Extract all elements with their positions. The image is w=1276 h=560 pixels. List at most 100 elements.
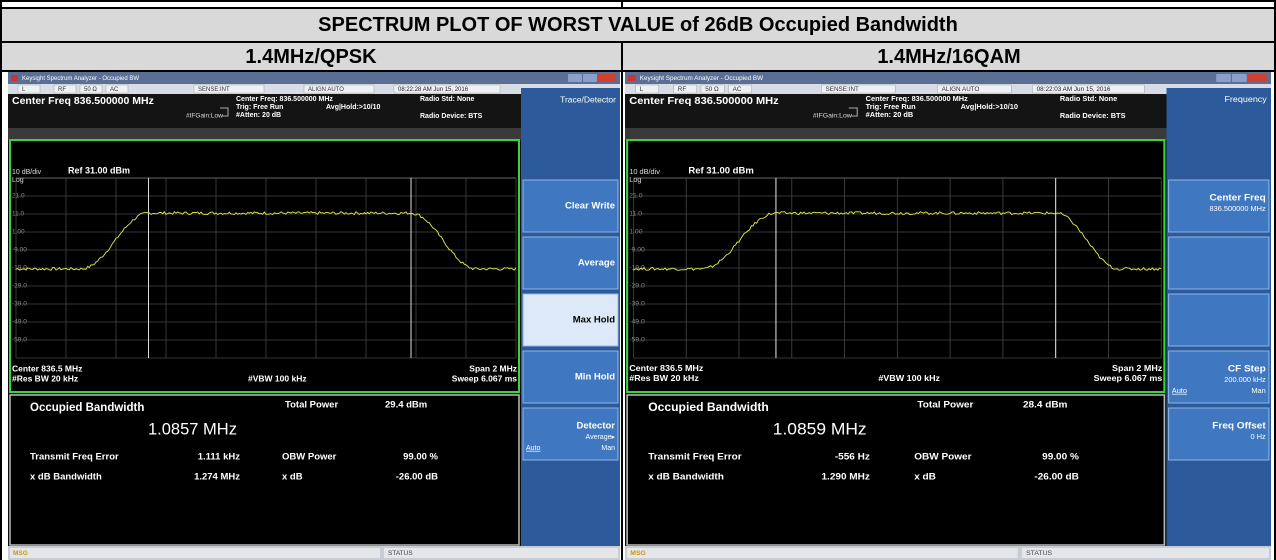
maximize-button[interactable]	[1231, 74, 1247, 82]
connector-icon	[848, 107, 858, 117]
border	[0, 0, 2, 560]
softkey[interactable]	[522, 350, 619, 404]
status-box	[1021, 548, 1269, 558]
y-axis-label: 11.0	[12, 211, 25, 218]
timestamp-box	[1032, 84, 1145, 94]
result-value: -26.00 dB	[1034, 472, 1079, 483]
result-label: x dB	[914, 472, 936, 483]
softkey-title: Frequency	[1224, 94, 1267, 104]
softkey-label: Min Hold	[575, 372, 615, 383]
y-axis-label: 1.00	[12, 229, 25, 236]
plot-res-bw: #Res BW 20 kHz	[629, 373, 699, 383]
setting: Avg|Hold:>10/10	[961, 102, 1018, 111]
plot-scale: 10 dB/div	[12, 169, 42, 176]
y-axis-label: 1.00	[629, 229, 643, 236]
y-axis-label: -9.00	[12, 247, 27, 254]
status-box	[303, 84, 375, 94]
timestamp: 08:22:28 AM Jun 15, 2016	[398, 87, 469, 93]
softkey[interactable]	[1168, 236, 1270, 290]
softkey-label: Freq Offset	[1212, 421, 1266, 432]
result-value: -26.00 dB	[396, 472, 438, 483]
result-value: 99.00 %	[403, 452, 438, 463]
setting: Avg|Hold:>10/10	[326, 104, 381, 111]
softkey-option: Man	[601, 445, 615, 452]
y-axis-label: 21.0	[12, 193, 25, 200]
plot-log: Log	[12, 177, 24, 184]
softkey[interactable]	[522, 407, 619, 461]
setting: #Atten: 20 dB	[236, 112, 281, 119]
column-header: 1.4MHz/QPSK	[0, 42, 622, 72]
minimize-button[interactable]	[568, 74, 582, 82]
results-panel	[626, 394, 1166, 546]
plot-ref: Ref 31.00 dBm	[688, 166, 753, 176]
status-item: RF	[58, 87, 66, 93]
result-value: 99.00 %	[1042, 452, 1079, 463]
result-label: x dB Bandwidth	[648, 472, 724, 483]
softkey-sub: 0 Hz	[1251, 432, 1267, 441]
status-box	[635, 84, 660, 94]
result-value: 29.4 dBm	[385, 400, 427, 411]
setting: Center Freq: 836.500000 MHz	[866, 94, 969, 103]
plot-vbw: #VBW 100 kHz	[248, 373, 307, 383]
maximize-button[interactable]	[583, 74, 597, 82]
softkey[interactable]	[1168, 407, 1270, 461]
plot-log: Log	[629, 175, 641, 184]
softkey[interactable]	[522, 236, 619, 290]
softkey-label: Average	[578, 258, 615, 269]
result-value: 1.274 MHz	[194, 472, 240, 483]
spectrum-trace	[633, 211, 1162, 271]
y-axis-label: -29.0	[629, 283, 645, 290]
status-box	[700, 84, 725, 94]
softkey[interactable]	[1168, 350, 1270, 404]
status-item: L	[22, 87, 26, 93]
softkey[interactable]	[522, 293, 619, 347]
softkey[interactable]	[1168, 293, 1270, 347]
header	[8, 94, 521, 128]
status-item: RF	[678, 86, 687, 93]
plot-sweep: Sweep 6.067 ms	[452, 373, 517, 383]
softkey[interactable]	[1168, 179, 1270, 233]
header-band	[8, 128, 521, 140]
y-axis-label: -19.0	[629, 265, 645, 272]
softkey-option: Auto	[526, 445, 541, 452]
setting: Radio Device: BTS	[420, 113, 483, 120]
setting: Trig: Free Run	[236, 104, 283, 111]
y-axis-label: -59.0	[12, 337, 27, 344]
plot-ref: Ref 31.00 dBm	[68, 165, 130, 175]
softkey-sub: Average▸	[586, 434, 616, 441]
softkey-sub: 836.500000 MHz	[1210, 204, 1267, 213]
status-box	[937, 84, 1012, 94]
status-label: STATUS	[1026, 550, 1053, 557]
border	[0, 7, 1276, 9]
softkey-title: Trace/Detector	[560, 94, 616, 104]
status-item: L	[640, 86, 644, 93]
result-label: x dB Bandwidth	[30, 472, 102, 483]
status-box	[53, 84, 77, 94]
y-axis-label: -9.00	[629, 247, 645, 254]
column-header: 1.4MHz/16QAM	[622, 42, 1276, 72]
status-box	[193, 84, 265, 94]
setting: #Atten: 20 dB	[866, 110, 914, 119]
results-panel	[9, 394, 520, 546]
plot-scale: 10 dB/div	[629, 167, 660, 176]
setting: #IFGain:Low	[813, 113, 852, 120]
y-axis-label: 21.0	[629, 193, 643, 200]
softkey[interactable]	[522, 179, 619, 233]
status-box	[821, 84, 896, 94]
status-label: STATUS	[388, 550, 413, 557]
border	[0, 41, 1276, 43]
result-label: Transmit Freq Error	[30, 452, 119, 463]
center-freq: Center Freq 836.500000 MHz	[629, 95, 779, 107]
minimize-button[interactable]	[1216, 74, 1231, 82]
header	[625, 94, 1167, 128]
center-freq: Center Freq 836.500000 MHz	[12, 95, 154, 107]
close-button[interactable]	[598, 74, 616, 82]
setting: Center Freq: 836.500000 MHz	[236, 96, 333, 103]
status-box	[673, 84, 698, 94]
y-axis-label: -39.0	[12, 301, 27, 308]
status-box	[105, 84, 129, 94]
close-button[interactable]	[1247, 74, 1267, 82]
y-axis-label: -29.0	[12, 283, 27, 290]
header-band	[625, 128, 1167, 140]
setting: #IFGain:Low	[186, 113, 223, 120]
